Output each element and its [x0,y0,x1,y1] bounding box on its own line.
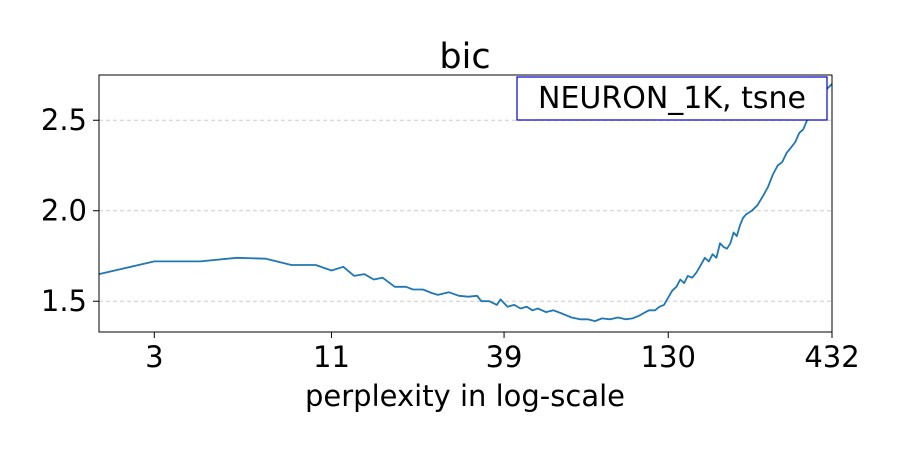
x-axis: 3 11 39 130 432 [145,332,860,374]
series-group [98,83,833,323]
x-tick-label: 11 [313,340,350,374]
x-tick-label: 39 [486,340,523,374]
y-tick-label: 2.0 [41,194,87,228]
legend-box [516,76,828,121]
y-tick-label: 2.5 [41,103,87,137]
chart-title: bic [439,37,490,77]
x-axis-label: perplexity in log-scale [305,379,625,413]
x-tick-label: 3 [145,340,163,374]
legend: NEURON_1K, tsne [516,76,828,121]
legend-annotation: NEURON_1K, tsne [538,81,806,116]
grid-lines [99,119,832,302]
y-axis: 1.5 2.0 2.5 [41,103,99,318]
x-tick-label: 130 [641,340,696,374]
x-tick-label: 432 [804,340,859,374]
series-line [98,83,833,323]
y-tick-label: 1.5 [41,284,87,318]
plot-frame [98,74,833,333]
